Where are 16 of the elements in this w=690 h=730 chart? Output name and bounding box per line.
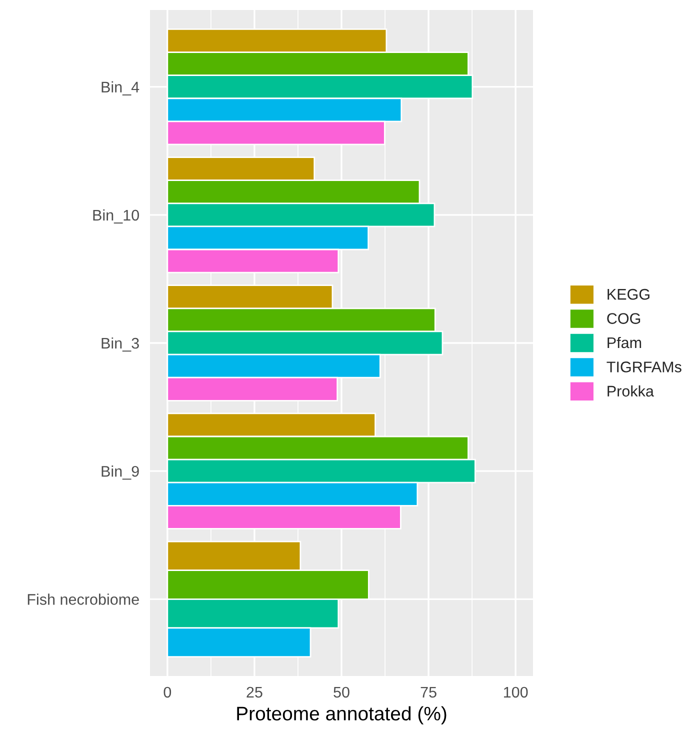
x-tick-label: 100 — [504, 686, 528, 698]
x-axis-title: Proteome annotated (%) — [237, 706, 446, 724]
y-tick-label: Fish necrobiome — [28, 594, 139, 605]
legend-label: TIGRFAMs — [606, 362, 682, 372]
legend-label: COG — [607, 313, 640, 324]
y-tick-label: Bin_3 — [102, 337, 139, 352]
y-tick-label: Bin_10 — [93, 209, 139, 224]
legend-label: KEGG — [608, 288, 650, 300]
legend-label: Prokka — [608, 385, 654, 397]
x-tick-label: 75 — [420, 686, 436, 698]
y-tick-label: Bin_9 — [102, 466, 139, 480]
legend-label: Pfam — [608, 336, 642, 348]
y-tick-label: Bin_4 — [102, 81, 140, 96]
x-tick-label: 50 — [334, 686, 350, 698]
x-tick-label: 0 — [164, 686, 172, 698]
x-tick-label: 25 — [246, 686, 262, 698]
